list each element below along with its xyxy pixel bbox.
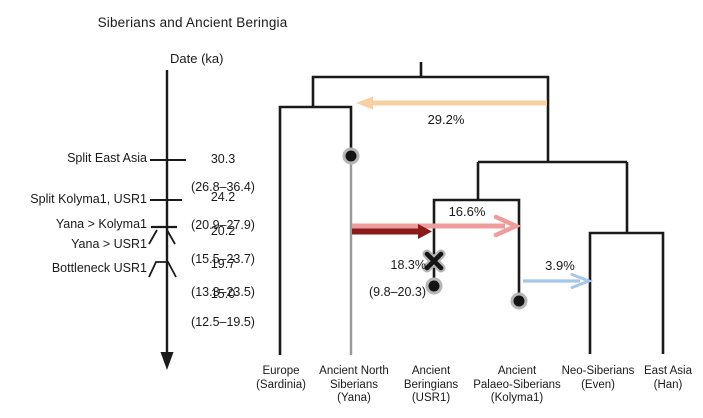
event-date-yana-kolyma1: 20.2 (15.5–23.7)	[180, 210, 266, 266]
sample-dots	[342, 147, 528, 310]
arrow-head-18-icon	[418, 224, 432, 239]
date-ci: (13.3–23.5)	[191, 285, 255, 299]
admixture-arrow-29	[356, 96, 547, 110]
arrow-head-29-icon	[356, 96, 373, 110]
event-label-split-east-asia: Split East Asia	[67, 151, 147, 165]
leaf-label-ancient-beringians-usr1: Ancient Beringians (USR1)	[403, 365, 459, 404]
figure-title: Siberians and Ancient Beringia	[97, 15, 288, 30]
timeline-range-mark-bottleneck-usr1	[148, 261, 177, 278]
date-ci: (12.5–19.5)	[191, 315, 255, 329]
date-value: 19.7	[210, 257, 236, 271]
admixture-label-16: 16.6%	[448, 204, 486, 219]
arrow-head-16-icon	[493, 214, 522, 238]
sample-dot-usr1	[425, 277, 443, 295]
branch-root	[311, 75, 550, 162]
date-ci: (15.5–23.7)	[191, 252, 255, 266]
leaf-label-neo-siberians-even: Neo-Siberians (Even)	[561, 365, 635, 391]
timeline-axis-label: Date (ka)	[170, 51, 224, 66]
branch-west-clade	[278, 105, 353, 355]
date-value: 20.2	[210, 224, 236, 238]
timeline-axis	[148, 70, 186, 356]
sample-dot-kolyma1	[510, 292, 528, 310]
event-label-yana-usr1: Yana > USR1	[71, 237, 147, 251]
event-date-yana-usr1: 19.7 (13.3–23.5)	[180, 243, 266, 299]
date-ci: (26.8–36.4)	[191, 180, 255, 194]
date-value: 24.2	[210, 190, 236, 204]
x-marker-cross	[424, 251, 444, 271]
timeline-range-mark-yana-usr1	[148, 229, 176, 245]
leaf-label-europe-sardinia: Europe (Sardinia)	[256, 365, 306, 391]
date-value: 15.0	[210, 287, 236, 301]
admixture-arrow-18	[352, 224, 432, 239]
event-date-split-east-asia: 30.3 (26.8–36.4)	[180, 138, 266, 194]
arrow-head-4-icon	[570, 273, 594, 289]
admixture-label-29: 29.2%	[427, 112, 465, 127]
leaf-label-east-asia-han: East Asia (Han)	[644, 365, 692, 391]
timeline-arrowhead-icon	[160, 352, 174, 370]
event-label-split-kolyma1-usr1: Split Kolyma1, USR1	[30, 192, 147, 206]
date-value: 30.3	[210, 152, 236, 166]
extinction-x-marker-icon	[422, 249, 446, 273]
branch-beringia-clade	[432, 162, 521, 301]
leaf-label-ancient-palaeo-siberians-kolyma1: Ancient Palaeo-Siberians (Kolyma1)	[473, 365, 561, 404]
event-label-bottleneck-usr1: Bottleneck USR1	[51, 261, 147, 275]
tree-branches	[278, 62, 665, 355]
sample-dot-yana	[342, 147, 360, 165]
date-ci: (20.9–27.9)	[191, 218, 255, 232]
branch-eastasia-clade	[588, 162, 665, 354]
admixture-arrow-16	[352, 214, 522, 238]
admixture-pct: 18.3%	[390, 257, 426, 272]
event-label-yana-kolyma1: Yana > Kolyma1	[55, 217, 147, 231]
leaf-label-ancient-north-siberians-yana: Ancient North Siberians (Yana)	[319, 365, 389, 404]
admixture-label-4: 3.9%	[545, 258, 575, 273]
event-date-split-kolyma1-usr1: 24.2 (20.9–27.9)	[180, 176, 266, 232]
admixture-label-18: 18.3% (9.8–20.3)	[340, 245, 426, 299]
event-date-bottleneck-usr1: 15.0 (12.5–19.5)	[180, 273, 266, 329]
admixture-ci: (9.8–20.3)	[369, 284, 426, 299]
admixture-arrow-4	[523, 273, 594, 289]
